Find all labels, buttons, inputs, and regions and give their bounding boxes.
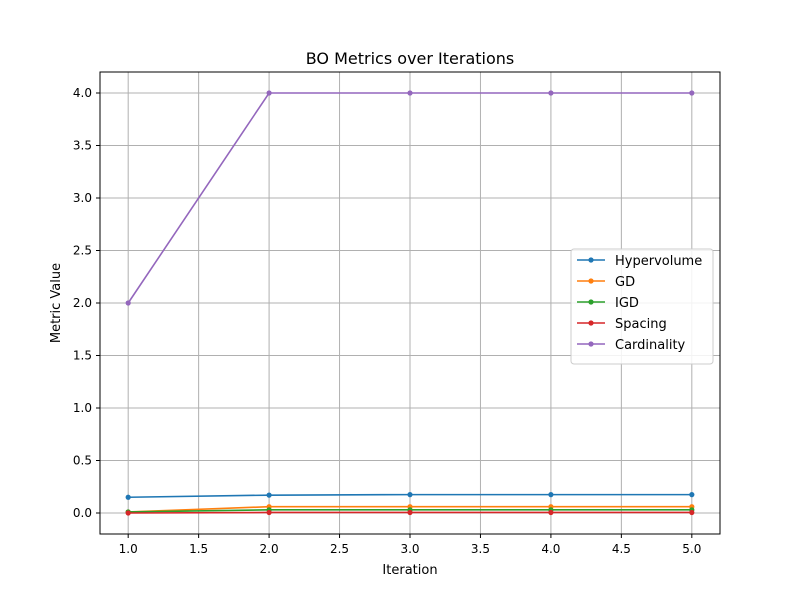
series-hypervolume — [125, 492, 695, 500]
x-axis-label: Iteration — [382, 563, 437, 578]
legend-item: Hypervolume — [577, 254, 702, 269]
x-tick-label: 4.5 — [612, 542, 631, 556]
data-point — [689, 492, 695, 498]
data-point — [548, 509, 554, 516]
legend-label: GD — [615, 275, 635, 290]
legend-item: Cardinality — [577, 338, 686, 353]
legend-box — [570, 248, 714, 365]
chart-title: BO Metrics over Iterations — [306, 49, 515, 68]
y-axis: 0.0 0.5 1.0 1.5 2.0 2.5 3.0 3.5 4.0 — [73, 86, 100, 520]
x-axis: 1.0 1.5 2.0 2.5 3.0 3.5 4.0 4.5 5.0 — [119, 534, 701, 556]
data-point — [689, 90, 695, 96]
legend-item: IGD — [577, 296, 639, 311]
series-cardinality — [125, 90, 695, 306]
legend-marker — [588, 320, 594, 326]
data-point — [125, 494, 131, 500]
x-tick-label: 1.5 — [189, 542, 208, 556]
legend-label: Spacing — [615, 317, 667, 332]
data-point — [548, 492, 554, 498]
y-tick-label: 3.5 — [73, 139, 92, 153]
legend-label: Hypervolume — [615, 254, 702, 269]
data-point — [548, 90, 554, 96]
legend-marker — [588, 341, 594, 347]
legend-label: Cardinality — [615, 338, 686, 353]
legend-label: IGD — [615, 296, 639, 311]
legend: Hypervolume GD IGD Spacing Cardinality — [570, 248, 714, 365]
legend-marker — [588, 278, 594, 284]
data-point — [266, 492, 272, 498]
y-tick-label: 1.0 — [73, 401, 92, 415]
series-spacing — [125, 509, 695, 516]
legend-item: Spacing — [577, 317, 667, 332]
data-point — [266, 90, 272, 96]
x-tick-label: 3.5 — [471, 542, 490, 556]
y-tick-label: 0.5 — [73, 454, 92, 468]
data-point — [266, 509, 272, 516]
data-point — [407, 492, 413, 498]
series-layer — [125, 90, 695, 516]
x-tick-label: 1.0 — [119, 542, 138, 556]
data-point — [125, 510, 131, 516]
y-tick-label: 2.5 — [73, 244, 92, 258]
x-tick-label: 4.0 — [541, 542, 560, 556]
data-point — [689, 509, 695, 516]
data-point — [125, 300, 131, 306]
x-tick-label: 5.0 — [682, 542, 701, 556]
x-tick-label: 2.5 — [330, 542, 349, 556]
y-tick-label: 2.0 — [73, 296, 92, 310]
legend-marker — [588, 257, 594, 263]
y-tick-label: 0.0 — [73, 506, 92, 520]
x-tick-label: 3.0 — [400, 542, 419, 556]
y-tick-label: 4.0 — [73, 86, 92, 100]
data-point — [407, 509, 413, 516]
data-point — [407, 90, 413, 96]
y-tick-label: 3.0 — [73, 191, 92, 205]
legend-marker — [588, 299, 594, 305]
y-tick-label: 1.5 — [73, 349, 92, 363]
x-tick-label: 2.0 — [260, 542, 279, 556]
y-axis-label: Metric Value — [49, 263, 64, 343]
legend-item: GD — [577, 275, 635, 290]
